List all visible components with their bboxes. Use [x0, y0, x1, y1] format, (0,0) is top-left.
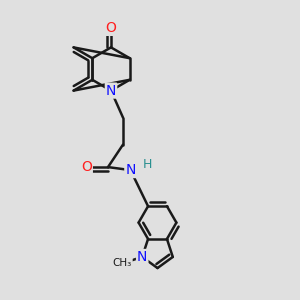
Text: O: O [81, 160, 92, 174]
Text: H: H [143, 158, 153, 171]
Text: N: N [137, 250, 147, 264]
Text: CH₃: CH₃ [112, 258, 132, 268]
Text: N: N [125, 163, 136, 177]
Text: N: N [106, 84, 116, 98]
Text: O: O [106, 21, 116, 35]
